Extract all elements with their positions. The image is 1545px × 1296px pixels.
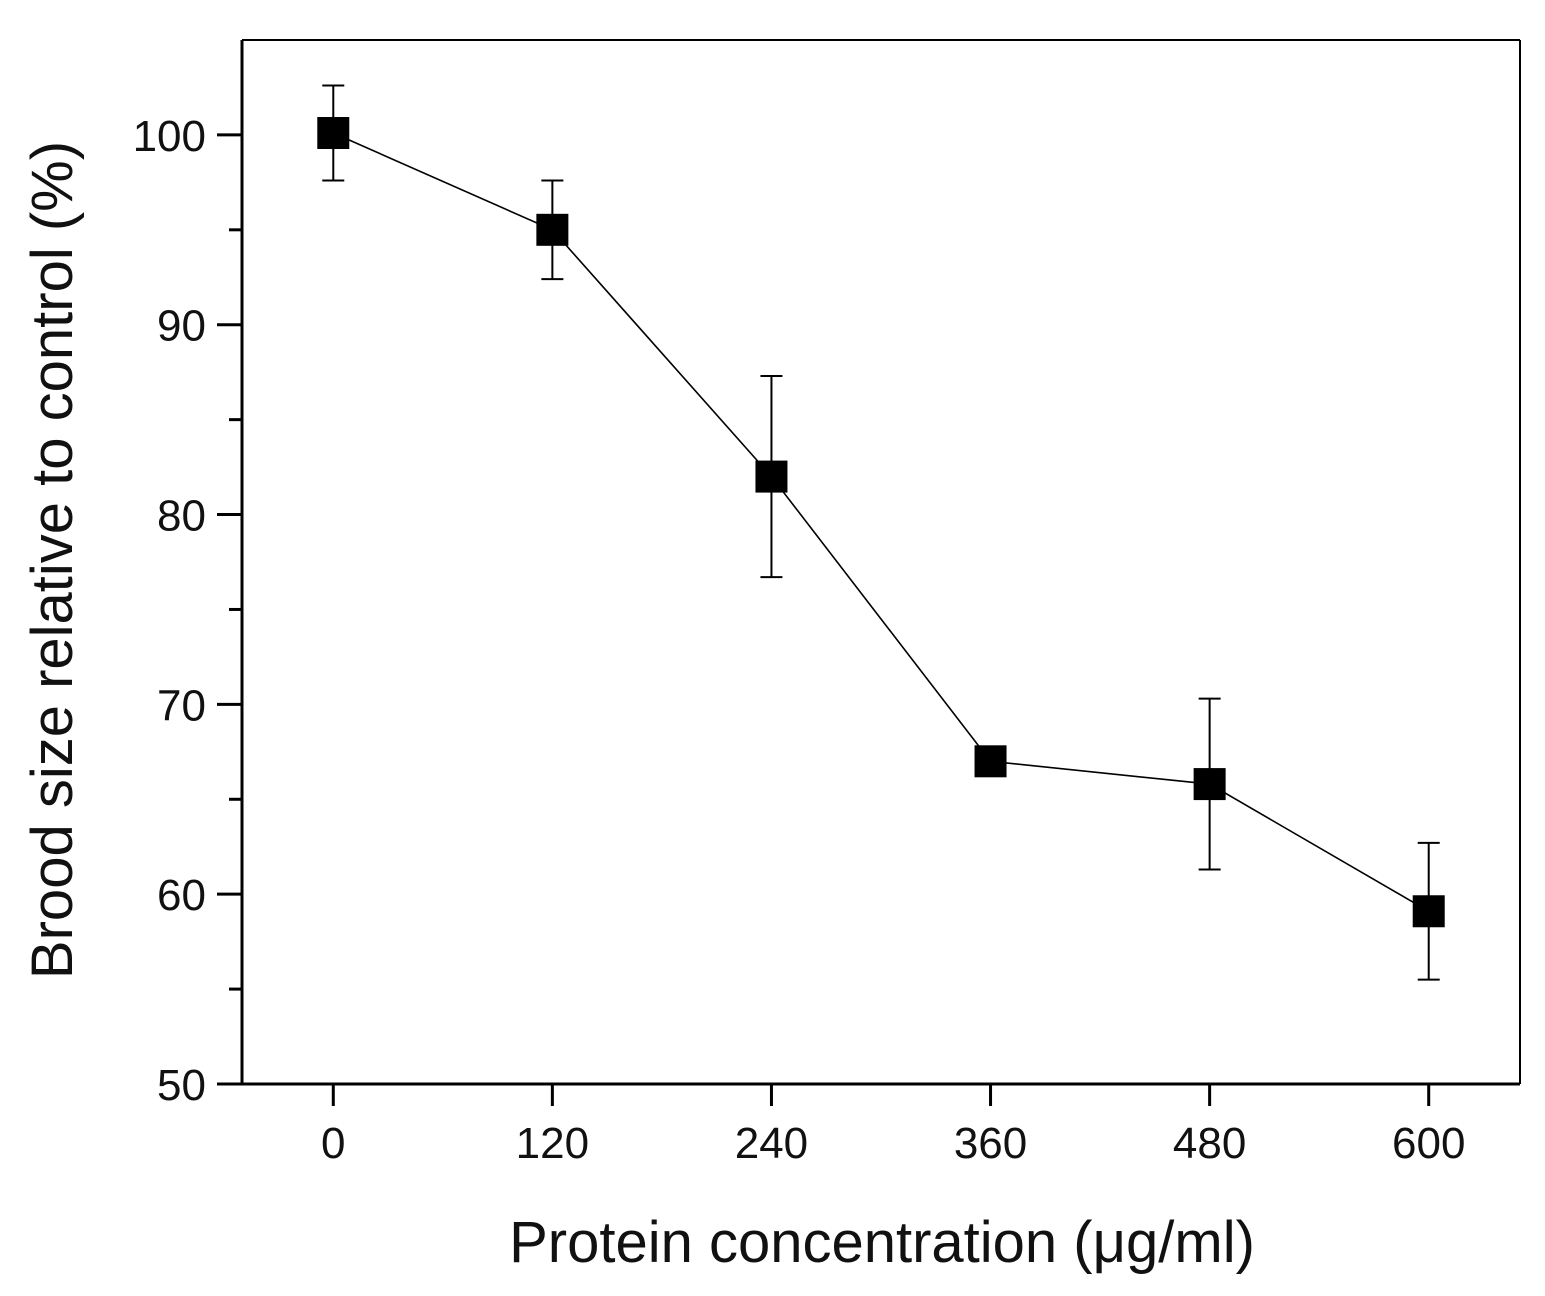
data-point-0	[317, 117, 350, 150]
y-tick-label-70: 70	[157, 681, 206, 730]
y-tick-label-100: 100	[133, 112, 206, 161]
y-axis-title: Brood size relative to control (%)	[20, 141, 85, 979]
y-tick-label-60: 60	[157, 871, 206, 920]
x-tick-label-0: 0	[321, 1119, 345, 1168]
labels-layer: Protein concentration (μg/ml) Brood size…	[20, 141, 1255, 1275]
data-point-240	[755, 460, 788, 493]
x-tick-label-360: 360	[954, 1119, 1027, 1168]
y-tick-label-80: 80	[157, 492, 206, 541]
x-tick-label-240: 240	[735, 1119, 808, 1168]
x-tick-label-600: 600	[1392, 1119, 1465, 1168]
data-point-360	[974, 745, 1007, 778]
ticks-layer: 50 60 70 80 90 100 0 120 240 360 480 600	[133, 112, 1466, 1168]
x-tick-label-120: 120	[516, 1119, 589, 1168]
data-point-120	[536, 213, 569, 246]
axes-layer	[240, 39, 1521, 1086]
y-tick-label-50: 50	[157, 1061, 206, 1110]
x-axis-title: Protein concentration (μg/ml)	[509, 1210, 1255, 1275]
data-point-480	[1193, 768, 1226, 801]
y-tick-label-90: 90	[157, 302, 206, 351]
data-point-600	[1412, 895, 1445, 928]
series-line	[332, 132, 1430, 912]
x-tick-label-480: 480	[1173, 1119, 1246, 1168]
series-layer	[317, 84, 1445, 981]
